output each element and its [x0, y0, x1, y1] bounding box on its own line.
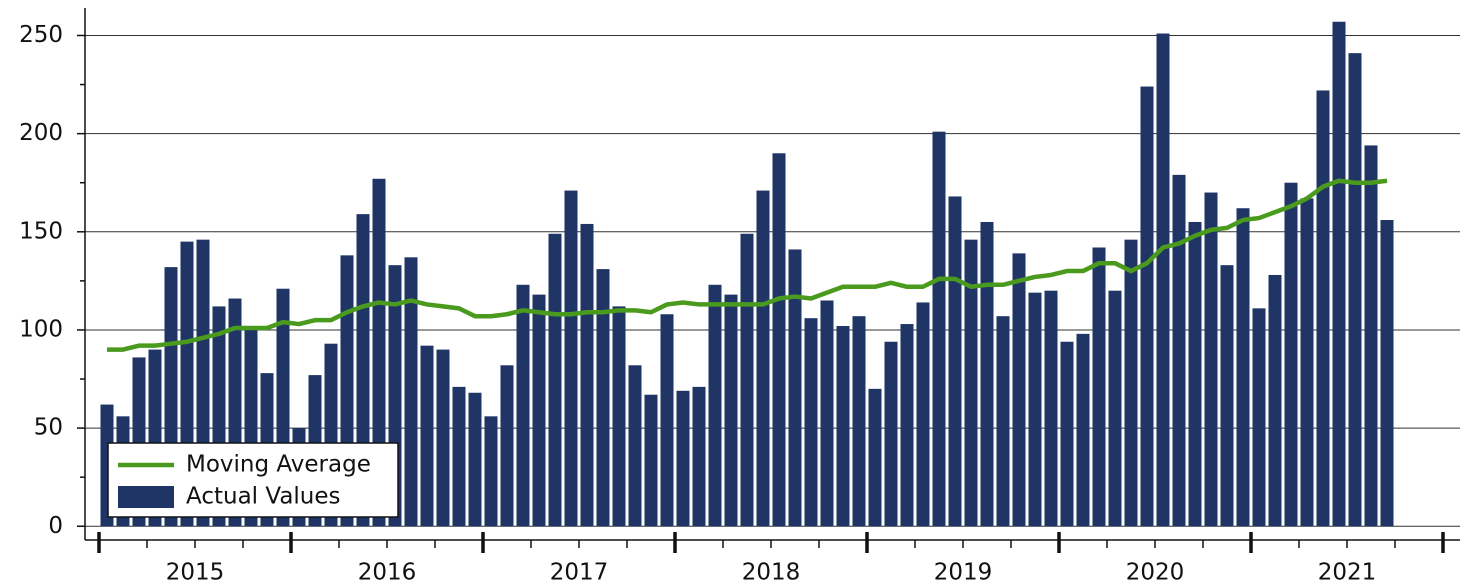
bar: [884, 341, 898, 527]
bar: [500, 365, 514, 527]
bar: [1380, 220, 1394, 527]
line: [107, 178, 1388, 352]
bar: [644, 394, 658, 527]
x-tick-label: 2017: [550, 560, 609, 585]
bar: [932, 131, 946, 527]
y-tick-label: 50: [34, 415, 63, 441]
bar: [964, 239, 978, 527]
legend-swatch: [118, 486, 174, 508]
bar: [1076, 333, 1090, 527]
bar: [1044, 290, 1058, 527]
bar: [756, 190, 770, 527]
bar: [836, 326, 850, 527]
bar: [1140, 86, 1154, 527]
bar: [852, 316, 866, 527]
x-tick-label: 2020: [1126, 560, 1185, 585]
bar: [1012, 253, 1026, 527]
bar: [468, 392, 482, 527]
bar: [1316, 90, 1330, 527]
bar: [820, 300, 834, 527]
bar: [1220, 265, 1234, 527]
bar: [612, 306, 626, 527]
bar: [1204, 192, 1218, 527]
bar: [772, 153, 786, 527]
bar: [740, 233, 754, 527]
bar: [1236, 208, 1250, 527]
bar: [1300, 198, 1314, 527]
bar: [1124, 239, 1138, 527]
bar: [516, 284, 530, 527]
bar: [676, 390, 690, 527]
bar: [788, 249, 802, 527]
x-tick-label: 2019: [934, 560, 993, 585]
x-tick-label: 2018: [742, 560, 801, 585]
bar: [980, 221, 994, 527]
bar: [372, 178, 386, 527]
legend-label: Actual Values: [186, 484, 341, 510]
bar: [1332, 21, 1346, 527]
y-tick-label: 250: [19, 22, 63, 48]
bar: [596, 269, 610, 527]
bar: [580, 223, 594, 527]
bar: [1188, 221, 1202, 527]
bar: [548, 233, 562, 527]
bar: [1092, 247, 1106, 527]
bar: [1284, 182, 1298, 527]
y-tick-label: 150: [19, 218, 63, 244]
bar: [804, 318, 818, 527]
bar: [708, 284, 722, 527]
bar: [484, 416, 498, 527]
bar: [628, 365, 642, 527]
bar: [868, 388, 882, 527]
bar: [532, 294, 546, 527]
bar: [436, 349, 450, 527]
bar: [1028, 292, 1042, 527]
bar: [1348, 53, 1362, 527]
bar: [1156, 33, 1170, 527]
bar: [1060, 341, 1074, 527]
x-tick-label: 2016: [358, 560, 417, 585]
bar: [660, 314, 674, 527]
bar: [916, 302, 930, 527]
bar: [1252, 308, 1266, 527]
bar: [996, 316, 1010, 527]
bar: [452, 386, 466, 527]
bar: [692, 386, 706, 527]
bar: [404, 257, 418, 527]
y-tick-label: 200: [19, 120, 63, 146]
x-tick-label: 2015: [166, 560, 225, 585]
bar: [1172, 174, 1186, 527]
x-tick-label: 2021: [1318, 560, 1377, 585]
legend: Moving Average Actual Values: [107, 442, 399, 518]
bar: [900, 324, 914, 527]
bar: [724, 294, 738, 527]
bar: [948, 196, 962, 527]
y-tick-label: 0: [48, 513, 63, 539]
bar: [1364, 145, 1378, 527]
bar: [564, 190, 578, 527]
bar: [1268, 274, 1282, 527]
bar: [1108, 290, 1122, 527]
bar: [420, 345, 434, 527]
legend-label: Moving Average: [186, 452, 371, 478]
y-tick-label: 100: [19, 316, 63, 342]
